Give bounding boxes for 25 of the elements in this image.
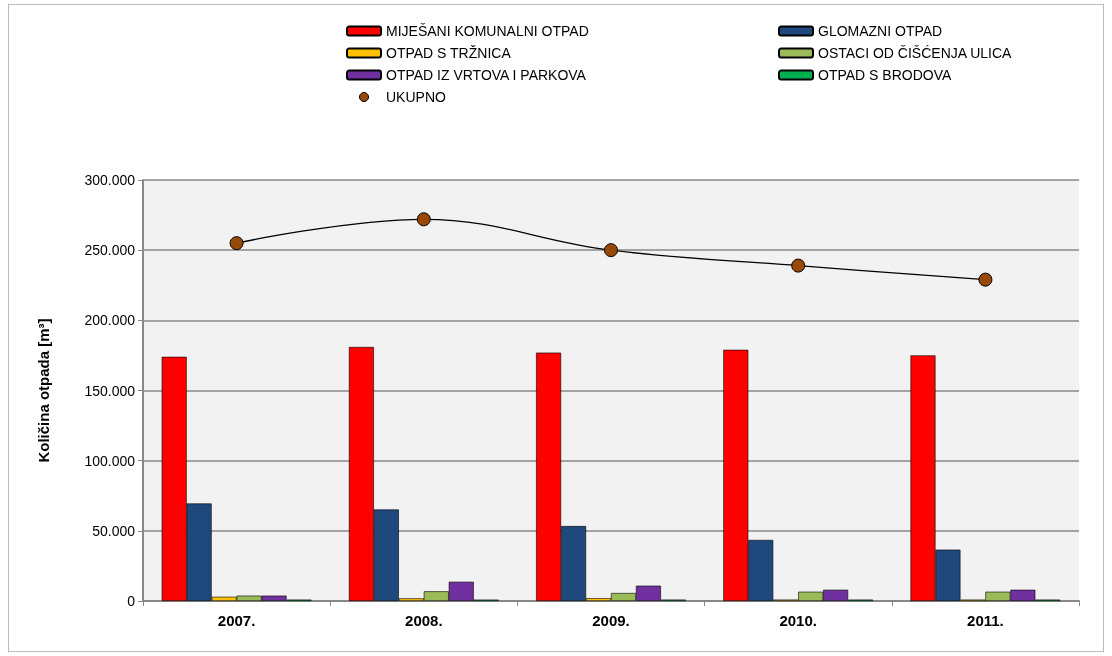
- legend-label: GLOMAZNI OTPAD: [818, 23, 943, 39]
- y-tick-label: 50.000: [92, 522, 136, 539]
- y-axis-title: Količina otpada [m³]: [35, 318, 52, 463]
- point: [791, 258, 806, 273]
- x-tick-label: 2007.: [217, 612, 256, 629]
- point: [416, 212, 431, 227]
- legend-label: OTPAD IZ VRTOVA I PARKOVA: [386, 67, 587, 83]
- y-tick-label: 150.000: [84, 382, 136, 399]
- legend-label: OTPAD S TRŽNICA: [386, 45, 512, 61]
- point: [229, 236, 244, 251]
- point: [978, 272, 993, 287]
- y-tick-label: 100.000: [84, 452, 136, 469]
- legend-label: OSTACI OD ČIŠĆENJA ULICA: [818, 45, 1013, 61]
- point: [604, 243, 618, 258]
- legend-label: OTPAD S BRODOVA: [818, 67, 952, 83]
- x-tick-label: 2008.: [405, 612, 443, 629]
- legend-label: MIJEŠANI KOMUNALNI OTPAD: [386, 23, 589, 39]
- y-tick-label: 0: [127, 593, 136, 609]
- legend-label: UKUPNO: [386, 89, 447, 105]
- x-tick-label: 2011.: [967, 612, 1004, 629]
- y-tick-label: 200.000: [84, 312, 136, 329]
- y-tick-label: 250.000: [84, 242, 136, 259]
- x-tick-label: 2010.: [779, 612, 817, 629]
- x-tick-label: 2009.: [592, 612, 630, 629]
- y-tick-label: 300.000: [84, 172, 136, 188]
